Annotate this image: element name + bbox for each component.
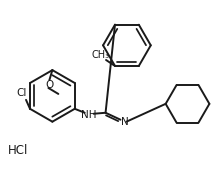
Text: O: O [45,80,54,90]
Text: Cl: Cl [17,88,27,98]
Text: N: N [121,117,128,127]
Text: CH₃: CH₃ [91,50,109,60]
Text: NH: NH [81,110,96,120]
Text: HCl: HCl [7,144,28,157]
